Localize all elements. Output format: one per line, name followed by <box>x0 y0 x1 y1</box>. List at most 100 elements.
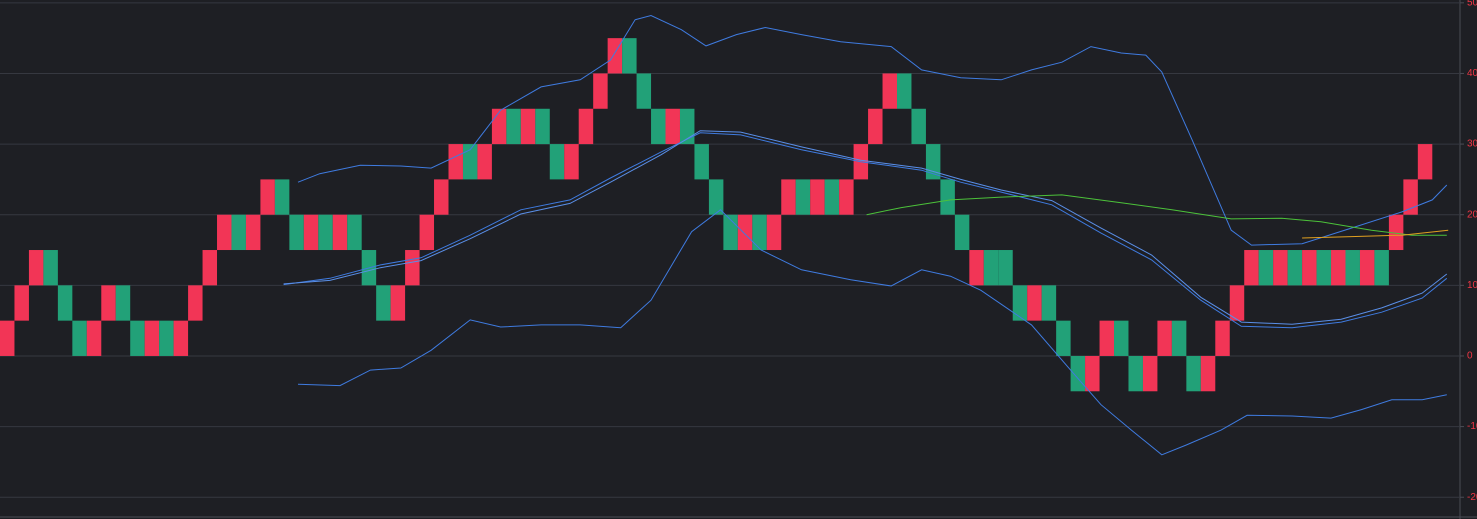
brick <box>795 179 811 215</box>
brick <box>1258 250 1274 286</box>
brick <box>824 179 840 215</box>
brick <box>636 73 652 109</box>
indicator-line <box>866 194 1447 236</box>
brick <box>1128 355 1143 392</box>
brick <box>173 320 189 356</box>
brick <box>72 320 87 356</box>
brick <box>1229 285 1245 321</box>
brick <box>289 214 304 251</box>
brick <box>1374 250 1389 286</box>
brick <box>491 108 507 145</box>
indicator-line <box>297 14 1448 246</box>
y-tick-label: -20 <box>1467 492 1477 503</box>
brick <box>1200 355 1216 392</box>
y-tick-label: 50 <box>1467 0 1477 8</box>
brick <box>549 144 565 180</box>
brick <box>1359 250 1375 286</box>
brick <box>1070 355 1086 392</box>
brick <box>1186 355 1201 392</box>
brick <box>665 108 680 145</box>
brick <box>0 320 15 356</box>
brick <box>708 179 724 215</box>
brick <box>332 214 348 251</box>
brick <box>1114 320 1129 356</box>
brick <box>28 250 44 286</box>
brick <box>101 285 116 321</box>
indicator-line <box>297 209 1447 456</box>
brick <box>781 179 796 215</box>
brick <box>260 179 275 215</box>
brick <box>245 214 261 251</box>
brick <box>1099 320 1115 356</box>
brick <box>1345 250 1360 286</box>
brick <box>1171 320 1187 356</box>
brick <box>217 214 232 251</box>
brick <box>1331 250 1346 286</box>
brick <box>57 285 73 321</box>
brick <box>766 214 782 251</box>
brick <box>969 250 984 286</box>
y-tick-label: 10 <box>1467 280 1477 291</box>
brick <box>202 250 218 286</box>
brick <box>448 144 463 180</box>
brick <box>535 108 550 145</box>
brick <box>274 179 290 215</box>
y-tick-label: 30 <box>1467 139 1477 150</box>
y-tick-label: 40 <box>1467 68 1477 79</box>
brick <box>477 144 492 180</box>
brick <box>810 179 825 215</box>
brick <box>868 108 883 145</box>
indicator-line <box>283 132 1448 329</box>
brick <box>1215 320 1230 356</box>
indicator-line <box>1302 229 1449 239</box>
brick <box>1302 250 1317 286</box>
brick <box>1085 355 1100 392</box>
y-tick-label: 20 <box>1467 209 1477 220</box>
brick <box>593 73 608 109</box>
brick <box>130 320 145 356</box>
brick <box>694 144 709 180</box>
brick <box>1388 214 1404 251</box>
brick <box>578 108 594 145</box>
brick <box>1417 144 1433 180</box>
brick <box>1273 250 1288 286</box>
brick <box>983 250 999 286</box>
brick <box>607 38 623 74</box>
brick <box>1012 285 1028 321</box>
brick <box>14 285 29 321</box>
brick <box>1403 179 1418 215</box>
brick <box>405 250 420 286</box>
brick <box>303 214 319 251</box>
brick <box>434 179 449 215</box>
brick <box>419 214 435 251</box>
brick <box>520 108 536 145</box>
brick <box>1244 250 1259 286</box>
brick <box>737 214 753 251</box>
brick <box>1157 320 1172 356</box>
brick <box>651 108 666 145</box>
brick <box>86 320 102 356</box>
brick <box>506 108 521 145</box>
brick <box>679 108 695 145</box>
brick <box>144 320 160 356</box>
brick <box>376 285 391 321</box>
brick <box>1142 355 1158 392</box>
brick <box>911 108 926 145</box>
brick <box>882 73 897 109</box>
brick <box>231 214 246 251</box>
brick <box>1027 285 1042 321</box>
y-tick-label: 0 <box>1467 351 1473 362</box>
brick <box>462 144 478 180</box>
brick <box>1056 320 1071 356</box>
brick <box>752 214 767 251</box>
brick <box>318 214 333 251</box>
brick <box>622 38 637 74</box>
brick <box>390 285 406 321</box>
y-tick-label: -10 <box>1467 421 1477 432</box>
brick <box>940 179 955 215</box>
brick <box>564 144 579 180</box>
brick <box>115 285 131 321</box>
brick <box>159 320 174 356</box>
